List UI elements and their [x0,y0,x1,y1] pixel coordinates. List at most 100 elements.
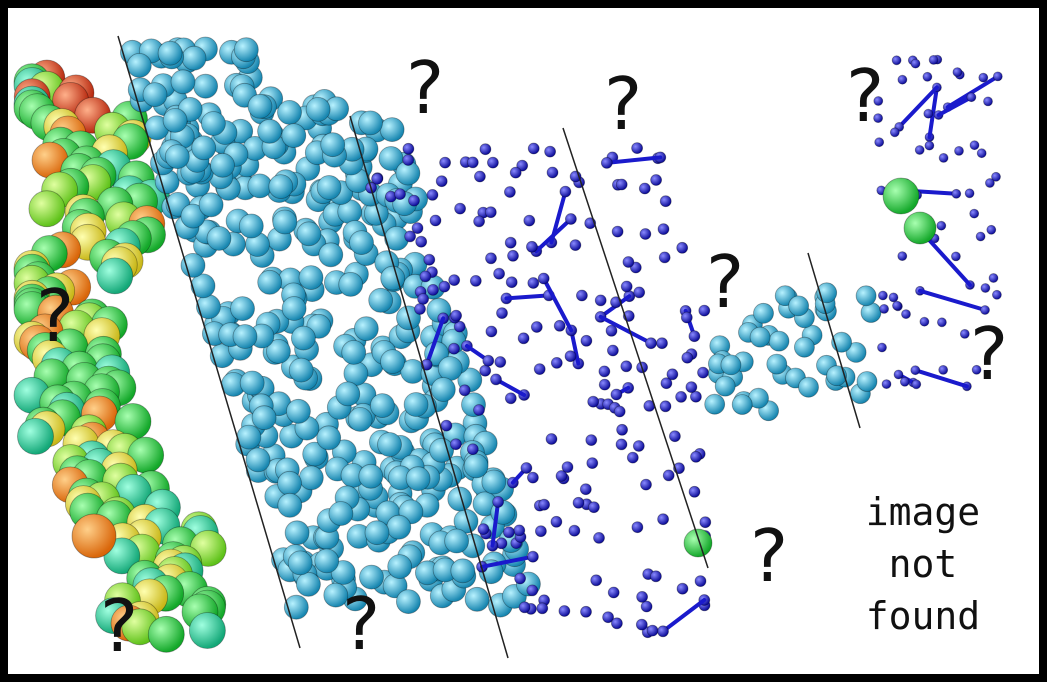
atom-ball [889,127,900,138]
atom-ball [980,305,990,315]
atom-sphere [377,432,402,457]
atom-ball [877,342,887,353]
atom-sphere [147,615,185,653]
atom-sphere [347,406,373,432]
atom-ball [911,379,922,390]
atom-ball [435,175,448,188]
bond [922,232,972,287]
atom-sphere [379,117,405,142]
rainbow-spacefill-panel [13,59,227,653]
atom-sphere [298,465,324,491]
atom-ball [565,213,577,225]
atom-ball [586,457,599,470]
atom-sphere [190,273,216,299]
atom-ball [505,276,518,289]
caption-line: image [865,490,981,534]
atom-ball [402,154,415,166]
atom-ball [657,223,670,236]
bond [490,499,501,548]
atom-ball [878,290,888,301]
atom-sphere [288,357,314,383]
atom-sphere [188,612,226,649]
atom-ball [479,143,492,156]
atom-ball [638,182,651,195]
atom-sphere [481,469,507,495]
atom-ball [572,496,585,509]
atom-ball [564,350,577,363]
atom-sphere [704,393,726,415]
atom-sphere [230,296,255,322]
atom-sphere [296,221,322,247]
atom-ball [514,572,526,585]
atom-ball [513,524,526,537]
atom-ball [650,570,662,583]
atom-ball [928,55,939,65]
atom-ball [937,317,947,328]
atom-ball [640,478,652,491]
atom-ball [533,363,546,376]
atom-ball [494,356,507,368]
atom-ball [449,438,462,451]
atom-sphere [359,564,384,590]
bond [480,554,535,569]
atom-ball [588,501,600,514]
atom-sphere [731,394,753,415]
atom-sphere [198,192,224,218]
bond [541,276,574,333]
caption-line: not [888,542,958,586]
atom-ball [600,156,613,169]
atom-ball [897,74,908,85]
atom-ball [580,334,593,347]
atom-sphere [191,135,217,161]
atom-ball [923,108,934,119]
atom-sphere [245,447,271,473]
atom-sphere [450,558,476,584]
atom-sphere [318,242,344,268]
atom-ball [558,605,571,617]
atom-ball [992,289,1002,300]
atom-ball [526,240,538,253]
atom-ball [986,224,997,235]
bond [604,155,663,165]
atom-ball [598,365,611,378]
atom-ball [620,360,633,373]
atom-ball [699,516,712,529]
atom-ball [615,438,628,451]
atom-sphere [855,285,877,307]
atom-ball [978,72,989,83]
atom-sphere [284,520,310,546]
atom-ball [635,618,648,631]
atom-sphere [281,296,307,321]
atom-ball [454,202,467,215]
atom-sphere [338,271,364,297]
atom-ball [536,602,549,615]
atom-ball [936,220,947,231]
atom-ball [969,208,980,219]
atom-ball [676,582,689,595]
atom-ball [555,470,568,482]
atom-sphere [232,324,258,349]
atom-sphere [358,110,383,136]
bond [918,288,987,312]
atom-ball [658,251,671,264]
atom-sphere [387,554,413,579]
atom-sphere [405,466,431,492]
atom-ball [881,379,892,390]
question-mark: ? [342,582,381,666]
atom-ball [414,303,426,315]
atom-ball [448,342,460,355]
atom-ball [988,273,999,283]
atom-sphere [386,514,412,540]
atom-sphere [162,108,188,133]
atom-ball [688,485,701,498]
atom-sphere [272,209,298,235]
atom-ball [417,293,430,305]
atom-ball [473,404,485,416]
atom-ball [959,328,970,339]
atom-sphere [766,353,788,375]
atom-sphere [126,53,152,78]
atom-sphere [195,294,221,320]
atom-sphere [429,437,455,463]
atom-ball [568,524,581,537]
atom-ball [411,222,424,235]
